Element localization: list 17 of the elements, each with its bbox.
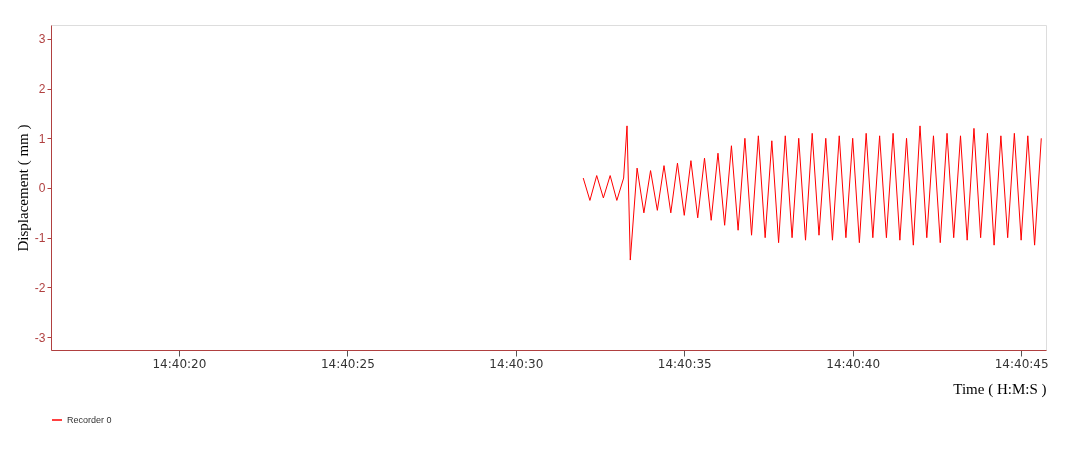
y-tick-label: -3: [34, 330, 46, 345]
line-series: [582, 125, 1042, 261]
y-tick-label: -2: [34, 280, 46, 295]
x-tick-label: 14:40:45: [994, 356, 1049, 371]
x-tick-label: 14:40:40: [826, 356, 881, 371]
y-tick-label: 0: [38, 181, 46, 196]
x-tick-label: 14:40:30: [489, 356, 544, 371]
y-tick-label: 3: [38, 32, 46, 47]
y-tick-label: 1: [38, 131, 46, 146]
legend-label: Recorder 0: [67, 415, 112, 425]
x-tick-label: 14:40:20: [152, 356, 207, 371]
x-tick-label: 14:40:25: [320, 356, 375, 371]
y-axis-title: Displacement ( mm ): [14, 124, 32, 252]
y-tick-label: 2: [38, 82, 46, 97]
x-axis-title: Time ( H:M:S ): [953, 380, 1047, 398]
x-tick-label: 14:40:35: [657, 356, 712, 371]
y-tick-label: -1: [34, 231, 46, 246]
